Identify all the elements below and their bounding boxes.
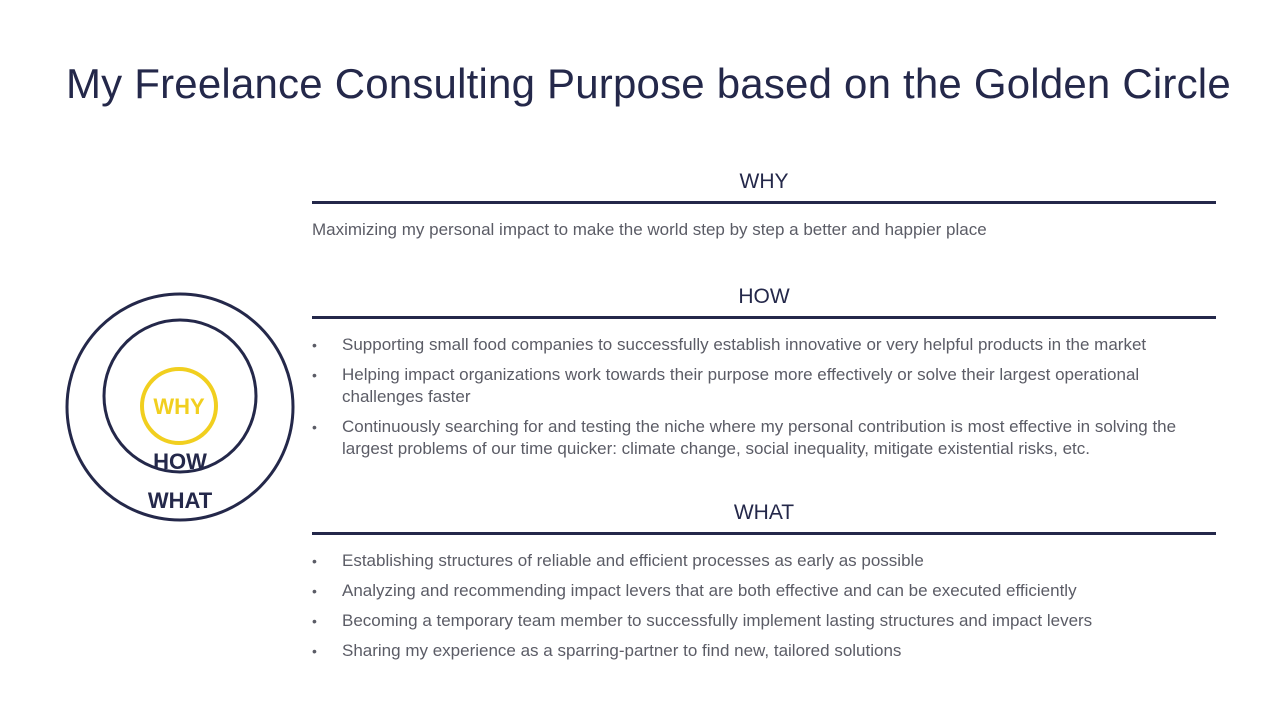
how-section-heading: HOW [312, 285, 1216, 319]
how-section: HOW Supporting small food companies to s… [312, 285, 1216, 468]
list-item: Supporting small food companies to succe… [312, 334, 1216, 356]
list-item: Establishing structures of reliable and … [312, 550, 1216, 572]
list-item: Continuously searching for and testing t… [312, 416, 1216, 460]
page-title: My Freelance Consulting Purpose based on… [66, 60, 1231, 107]
list-item: Analyzing and recommending impact levers… [312, 580, 1216, 602]
how-list: Supporting small food companies to succe… [312, 334, 1216, 460]
circle-label-how: HOW [153, 449, 207, 474]
list-item: Becoming a temporary team member to succ… [312, 610, 1216, 632]
why-section-heading: WHY [312, 170, 1216, 204]
what-section: WHAT Establishing structures of reliable… [312, 501, 1216, 670]
list-item: Helping impact organizations work toward… [312, 364, 1216, 408]
what-list: Establishing structures of reliable and … [312, 550, 1216, 662]
list-item: Sharing my experience as a sparring-part… [312, 640, 1216, 662]
circle-label-why: WHY [153, 394, 205, 419]
circle-label-what: WHAT [147, 488, 213, 513]
why-section: WHY Maximizing my personal impact to mak… [312, 170, 1216, 241]
what-section-heading: WHAT [312, 501, 1216, 535]
why-statement: Maximizing my personal impact to make th… [312, 220, 987, 239]
